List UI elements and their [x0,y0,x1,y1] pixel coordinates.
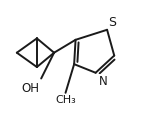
Text: N: N [99,75,107,87]
Text: OH: OH [22,82,40,95]
Text: S: S [109,16,117,29]
Text: CH₃: CH₃ [55,94,76,104]
